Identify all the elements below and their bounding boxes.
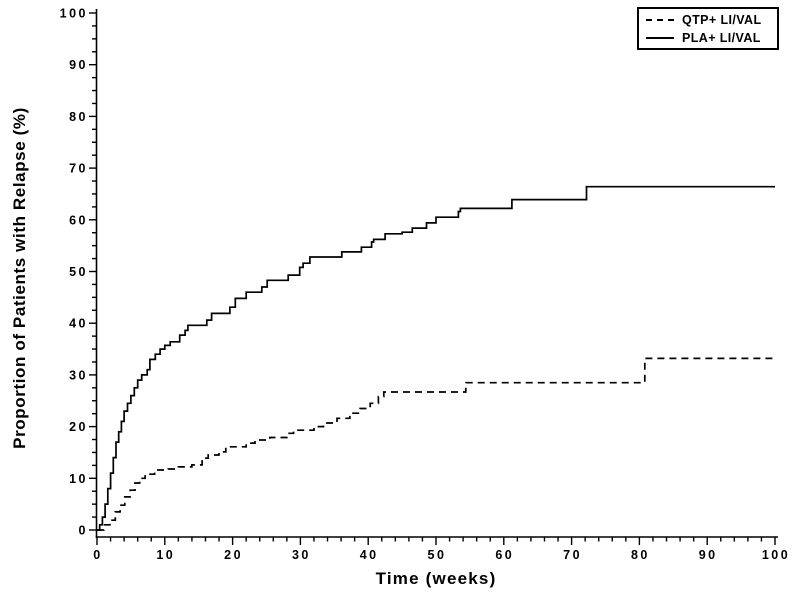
svg-text:0: 0 xyxy=(79,524,88,538)
svg-text:10: 10 xyxy=(69,472,88,486)
legend-label-qtp: QTP+ LI/VAL xyxy=(682,12,762,27)
svg-text:80: 80 xyxy=(631,548,650,562)
svg-text:90: 90 xyxy=(69,58,88,72)
dashed-line-sample xyxy=(646,18,674,21)
svg-text:30: 30 xyxy=(69,368,88,382)
svg-text:100: 100 xyxy=(60,7,88,21)
svg-text:30: 30 xyxy=(292,548,311,562)
series-qtp-curve xyxy=(97,357,775,531)
svg-text:70: 70 xyxy=(69,162,88,176)
svg-text:20: 20 xyxy=(69,420,88,434)
axis-lines xyxy=(95,9,778,538)
svg-text:90: 90 xyxy=(699,548,718,562)
svg-text:60: 60 xyxy=(495,548,514,562)
solid-line-sample xyxy=(646,36,674,39)
x-axis-title: Time (weeks) xyxy=(375,569,497,588)
svg-text:20: 20 xyxy=(224,548,243,562)
legend: QTP+ LI/VAL PLA+ LI/VAL xyxy=(637,7,779,50)
svg-text:50: 50 xyxy=(428,548,447,562)
svg-text:80: 80 xyxy=(69,110,88,124)
svg-text:70: 70 xyxy=(563,548,582,562)
svg-text:50: 50 xyxy=(69,265,88,279)
svg-text:0: 0 xyxy=(93,548,102,562)
legend-item-pla: PLA+ LI/VAL xyxy=(646,29,773,47)
x-axis-ticks xyxy=(96,537,776,545)
series-pla-curve xyxy=(97,185,775,531)
svg-text:60: 60 xyxy=(69,213,88,227)
svg-text:10: 10 xyxy=(156,548,175,562)
y-axis-title: Proportion of Patients with Relapse (%) xyxy=(10,107,29,449)
svg-text:100: 100 xyxy=(762,548,790,562)
svg-text:40: 40 xyxy=(69,317,88,331)
svg-text:40: 40 xyxy=(360,548,379,562)
legend-label-pla: PLA+ LI/VAL xyxy=(682,30,761,45)
y-axis-ticks xyxy=(89,12,97,531)
x-tick-labels: 0 10 20 30 40 50 60 70 80 90 100 xyxy=(93,548,790,562)
legend-item-qtp: QTP+ LI/VAL xyxy=(646,11,773,29)
y-tick-labels: 0 10 20 30 40 50 60 70 80 90 100 xyxy=(60,7,88,538)
